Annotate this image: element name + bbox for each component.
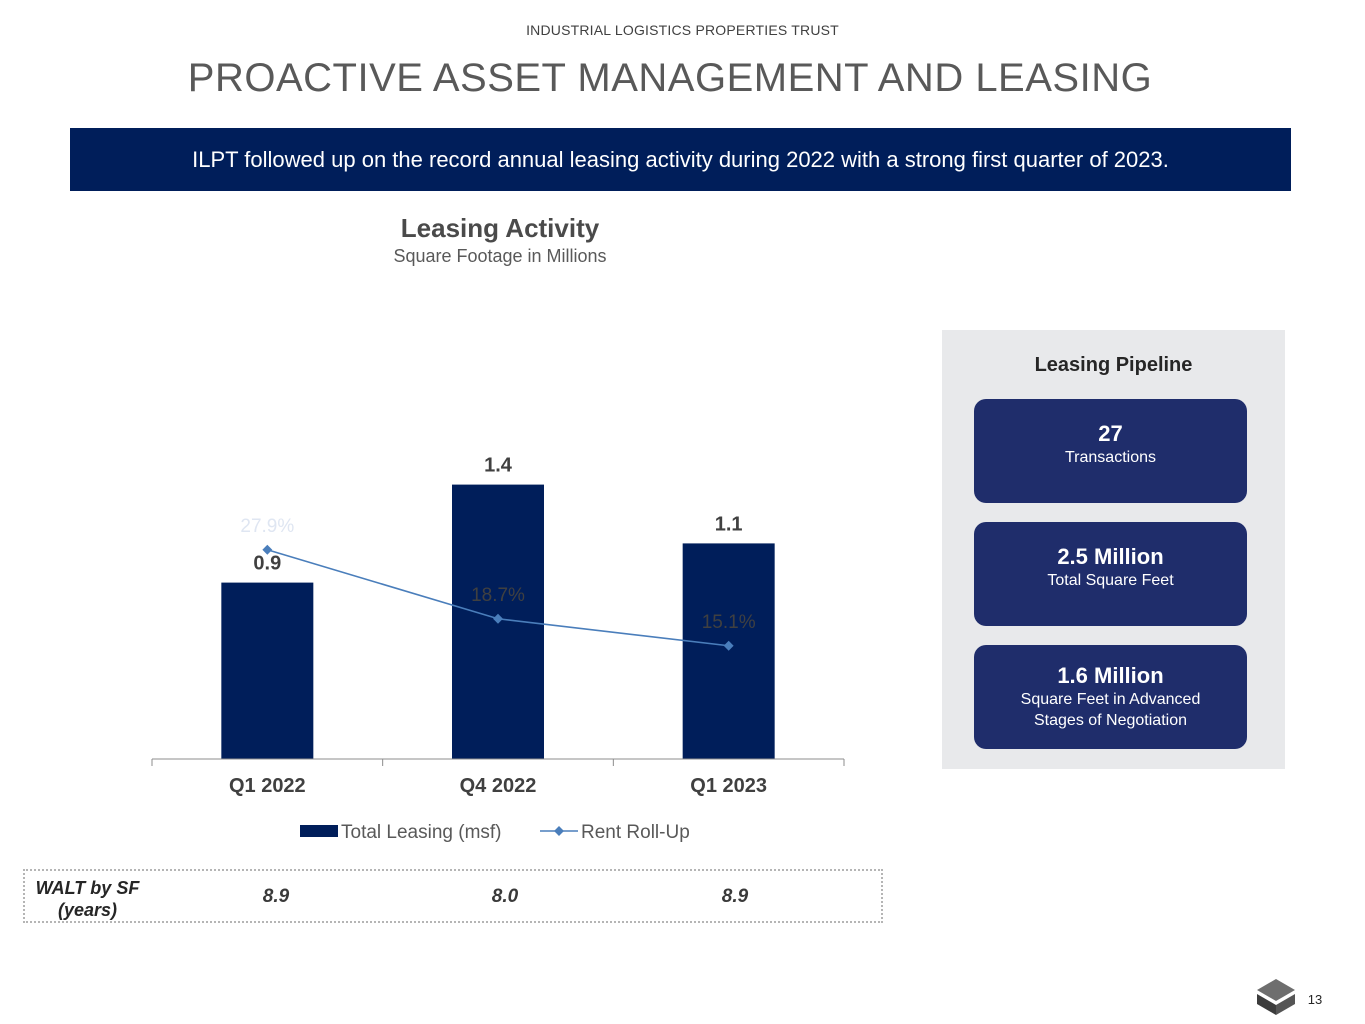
rent-rollup-label: 27.9% (240, 516, 294, 537)
banner-text: ILPT followed up on the record annual le… (192, 146, 1169, 172)
pipeline-card-negotiation-sf: 1.6 Million Square Feet in Advanced Stag… (974, 645, 1247, 749)
company-logo-icon (1257, 979, 1295, 1015)
bar (682, 543, 775, 759)
rent-rollup-label: 15.1% (702, 612, 756, 633)
bar (221, 582, 314, 759)
bar-value-label: 1.4 (484, 455, 513, 477)
pipeline-card-total-sf: 2.5 Million Total Square Feet (974, 522, 1247, 626)
card-value: 2.5 Million (1057, 544, 1164, 569)
x-tick-label: Q1 2023 (690, 775, 767, 797)
pipeline-title: Leasing Pipeline (1034, 354, 1193, 376)
walt-table: WALT by SF (years) 8.9 8.0 8.9 (23, 869, 883, 923)
legend-marker-rent-rollup (554, 826, 564, 836)
x-tick-label: Q4 2022 (460, 775, 537, 797)
rent-rollup-marker (723, 640, 734, 651)
card-value: 1.6 Million (1057, 663, 1164, 688)
card-value: 27 (1098, 421, 1123, 446)
summary-banner: ILPT followed up on the record annual le… (70, 128, 1291, 191)
walt-value: 8.0 (491, 886, 519, 907)
walt-value: 8.9 (262, 886, 290, 907)
page-number: 13 (1307, 992, 1323, 1007)
walt-value: 8.9 (721, 886, 749, 907)
rent-rollup-marker (493, 613, 503, 624)
leasing-activity-chart: 0.9 1.4 1.1 Q1 2022 Q4 2022 Q1 2023 27.9% 18.7%… (151, 455, 845, 843)
bar-value-label: 0.9 (253, 553, 281, 575)
legend-label-rent-rollup: Rent Roll-Up (581, 822, 690, 843)
bar-value-label: 1.1 (715, 513, 743, 535)
pipeline-card-transactions: 27 Transactions (974, 399, 1247, 503)
company-name: INDUSTRIAL LOGISTICS PROPERTIES TRUST (526, 22, 839, 38)
x-tick-label: Q1 2022 (229, 775, 306, 797)
card-label: Square Feet in Advanced Stages of Negoti… (1020, 691, 1201, 729)
card-label: Total Square Feet (1047, 572, 1174, 589)
rent-rollup-marker (262, 544, 273, 555)
leasing-pipeline-panel: Leasing Pipeline 27 Transactions 2.5 Mil… (942, 330, 1285, 769)
page-title: PROACTIVE ASSET MANAGEMENT AND LEASING (187, 56, 1153, 100)
chart-title: Leasing Activity (400, 213, 600, 243)
legend-swatch-total-leasing (300, 825, 338, 837)
legend-label-total-leasing: Total Leasing (msf) (341, 822, 502, 843)
rent-rollup-label: 18.7% (471, 585, 525, 606)
chart-subtitle: Square Footage in Millions (393, 246, 607, 266)
walt-label: WALT by SF (years) (35, 878, 140, 920)
card-label: Transactions (1065, 449, 1156, 466)
